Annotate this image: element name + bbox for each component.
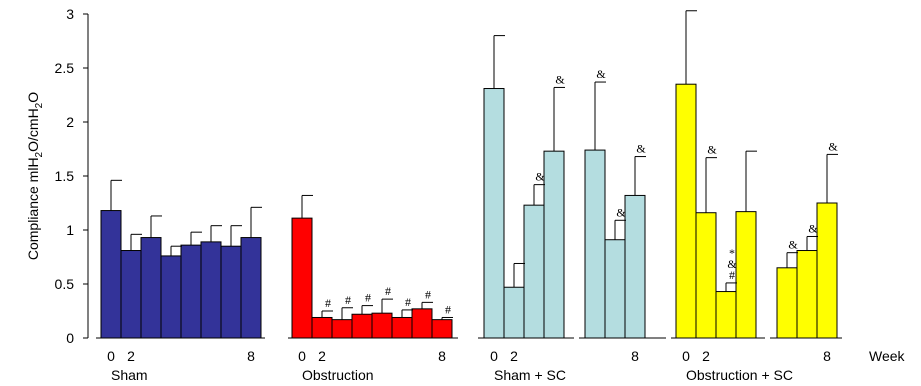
bar xyxy=(200,241,222,339)
significance-mark: & xyxy=(808,221,818,235)
significance-mark: & xyxy=(707,143,717,157)
significance-mark: # xyxy=(729,268,735,282)
bar xyxy=(543,150,565,339)
bar xyxy=(240,237,262,339)
significance-mark: & xyxy=(596,67,606,81)
bar xyxy=(584,149,606,339)
week-tick-label: 0 xyxy=(682,348,690,364)
y-axis-label-subscript: 2 xyxy=(34,102,45,108)
week-tick-label: 2 xyxy=(702,348,710,364)
y-tick-label: 1 xyxy=(66,222,74,238)
group-label: Sham xyxy=(111,367,148,383)
significance-mark: # xyxy=(345,293,351,307)
week-tick-label: 2 xyxy=(127,348,135,364)
significance-mark: # xyxy=(385,284,391,298)
y-tick-label: 3 xyxy=(66,6,74,22)
group-label: Sham + SC xyxy=(494,367,566,383)
bar xyxy=(100,210,122,339)
bar xyxy=(351,313,373,339)
y-tick-label: 1.5 xyxy=(55,168,75,184)
bar xyxy=(776,267,798,339)
group-label: Obstruction + SC xyxy=(686,367,793,383)
y-axis-label-part: Compliance mlH xyxy=(25,157,41,260)
bar xyxy=(624,194,646,339)
bar xyxy=(695,212,717,339)
week-tick-label: 8 xyxy=(438,348,446,364)
bar xyxy=(523,204,545,339)
week-tick-label: 0 xyxy=(490,348,498,364)
significance-mark: & xyxy=(616,205,626,219)
bar xyxy=(140,237,162,339)
week-tick-label: 8 xyxy=(631,348,639,364)
bar xyxy=(160,255,182,339)
y-tick-label: 2.5 xyxy=(55,60,75,76)
bar xyxy=(311,316,333,339)
week-tick-label: 0 xyxy=(298,348,306,364)
significance-mark: & xyxy=(788,238,798,252)
significance-mark: # xyxy=(425,287,431,301)
bar xyxy=(331,319,353,339)
x-axis-unit-label: Week xyxy=(869,348,906,364)
y-axis-label-subscript: 2 xyxy=(34,151,45,157)
bar xyxy=(411,308,433,339)
bar xyxy=(715,291,737,339)
bar xyxy=(503,286,525,339)
bar xyxy=(816,202,838,339)
bar xyxy=(291,217,313,339)
significance-mark: # xyxy=(405,295,411,309)
y-axis: 0 0.5 1 1.5 2 2.5 3 xyxy=(55,6,89,346)
week-tick-label: 0 xyxy=(107,348,115,364)
bar xyxy=(604,239,626,339)
week-tick-label: 8 xyxy=(823,348,831,364)
y-axis-label-part: O/cmH xyxy=(25,108,41,152)
significance-mark: & xyxy=(828,139,838,153)
bar xyxy=(431,319,453,339)
bar xyxy=(220,245,242,339)
y-axis-label: Compliance mlH2O/cmH2O xyxy=(25,92,45,260)
bar xyxy=(180,244,202,339)
significance-mark: # xyxy=(325,296,331,310)
bar xyxy=(735,211,757,339)
bar xyxy=(483,88,505,339)
bar xyxy=(796,250,818,339)
bar xyxy=(391,316,413,339)
significance-mark: & xyxy=(555,72,565,86)
week-tick-label: 2 xyxy=(510,348,518,364)
bar xyxy=(120,250,142,339)
y-axis-label-part: O xyxy=(25,92,41,103)
error-bars xyxy=(110,10,838,320)
y-tick-label: 0.5 xyxy=(55,276,75,292)
week-tick-label: 8 xyxy=(247,348,255,364)
significance-mark: * xyxy=(729,246,735,260)
bar xyxy=(675,83,697,339)
significance-mark: # xyxy=(365,291,371,305)
bar-series xyxy=(100,83,838,339)
y-tick-label: 0 xyxy=(66,330,74,346)
y-tick-label: 2 xyxy=(66,114,74,130)
significance-mark: & xyxy=(636,142,646,156)
group-label: Obstruction xyxy=(302,367,374,383)
bar xyxy=(371,312,393,339)
significance-mark: & xyxy=(727,257,737,271)
significance-mark: # xyxy=(445,302,451,316)
significance-mark: & xyxy=(535,170,545,184)
significance-annotations: # # # ####&& &&& &#&*&&& xyxy=(325,67,838,316)
week-tick-label: 2 xyxy=(318,348,326,364)
